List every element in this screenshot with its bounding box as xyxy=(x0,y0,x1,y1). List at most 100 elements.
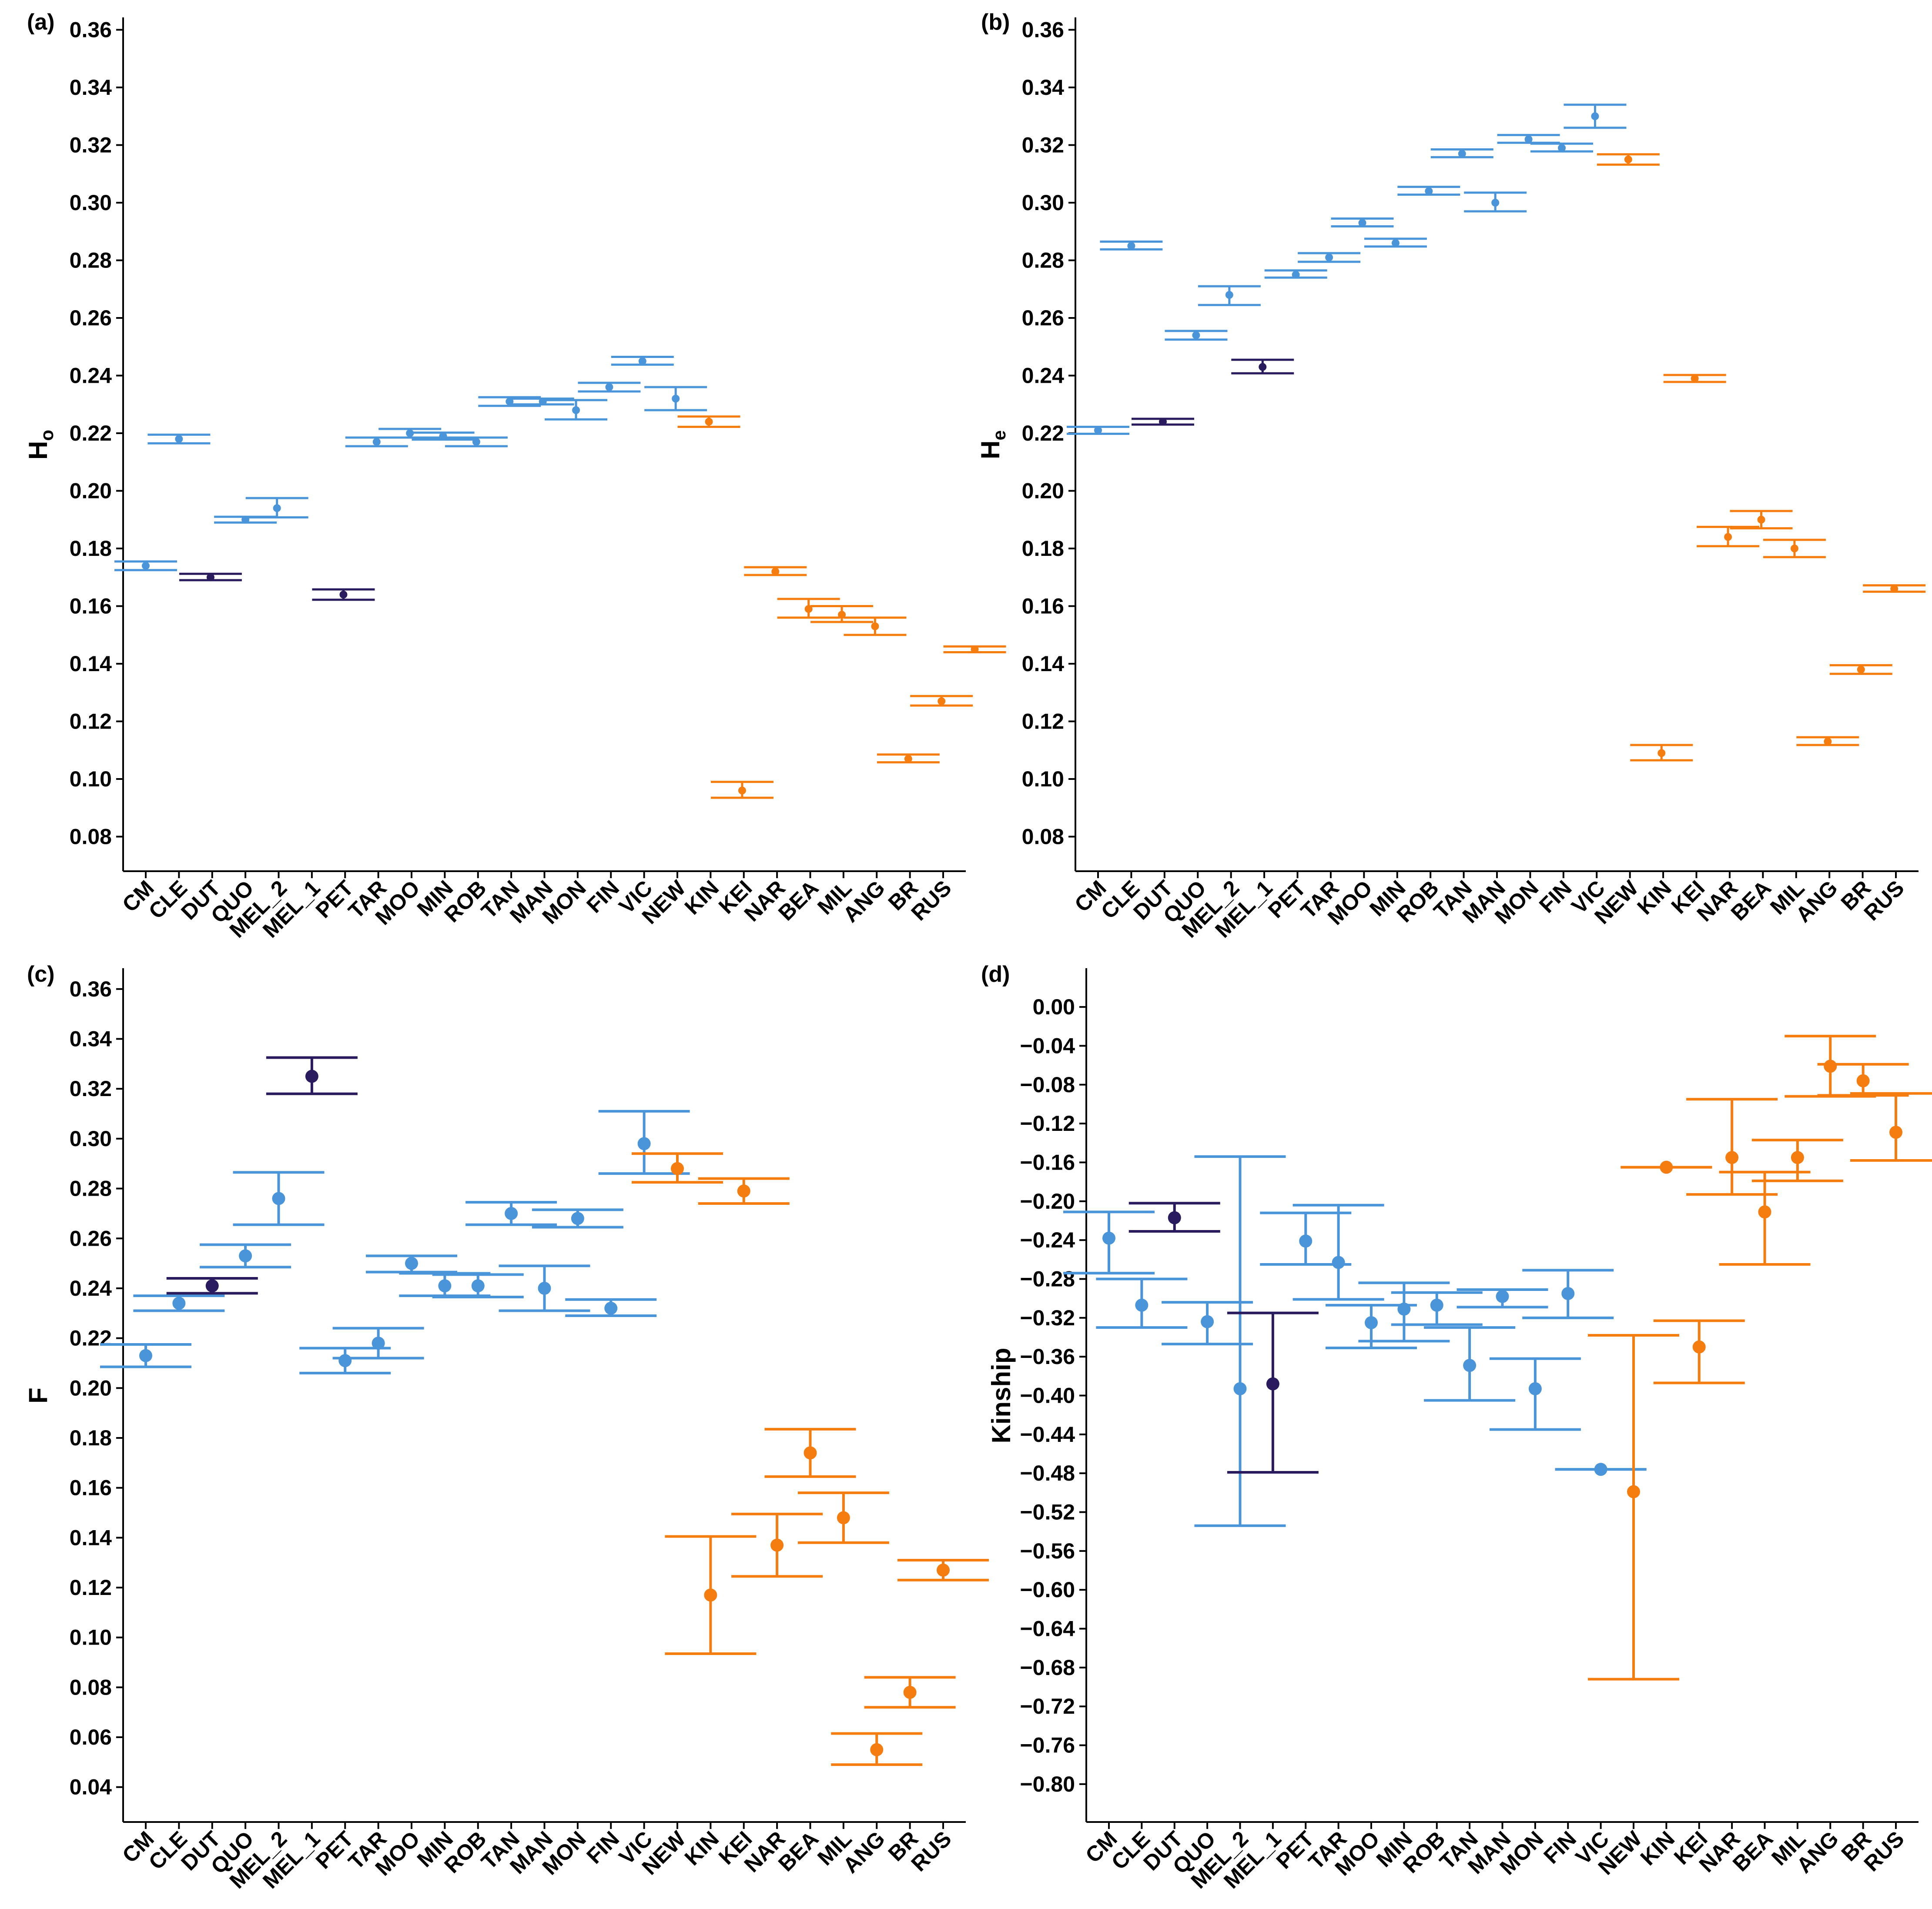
point-marker xyxy=(904,755,912,763)
x-tick-label: FIN xyxy=(1534,876,1577,918)
point-marker xyxy=(1496,1290,1509,1303)
data-point-MEL_1 xyxy=(1227,1311,1319,1474)
point-marker xyxy=(472,438,480,446)
x-tick-label: KIN xyxy=(680,1826,723,1870)
y-tick-label: −0.28 xyxy=(1020,1267,1075,1291)
data-point-PET xyxy=(345,436,408,448)
y-tick-label: −0.04 xyxy=(1020,1033,1075,1058)
y-tick-label: 0.18 xyxy=(70,536,112,561)
data-point-ROB xyxy=(1397,186,1460,196)
y-tick-label: 0.12 xyxy=(70,1575,112,1600)
y-tick-label: −0.56 xyxy=(1020,1539,1075,1563)
point-marker xyxy=(1159,418,1167,426)
y-tick-label: 0.30 xyxy=(70,1127,112,1151)
data-point-CM xyxy=(100,1343,191,1368)
data-point-MEL_2 xyxy=(1194,1155,1286,1527)
point-marker xyxy=(738,786,746,795)
data-point-VIC xyxy=(644,386,707,411)
data-point-MEL_2 xyxy=(245,497,308,518)
y-tick-label: 0.24 xyxy=(70,1276,112,1301)
y-tick-label: −0.12 xyxy=(1020,1111,1075,1136)
data-point-NAR xyxy=(1686,1098,1778,1196)
data-point-KIN xyxy=(710,781,773,799)
y-tick-label: 0.14 xyxy=(70,652,112,676)
point-marker xyxy=(837,1511,850,1525)
data-point-VIC xyxy=(1564,104,1627,129)
data-point-DUT xyxy=(1132,418,1195,426)
y-tick-label: 0.08 xyxy=(1022,825,1064,849)
y-tick-label: 0.20 xyxy=(70,1376,112,1400)
data-point-MEL_1 xyxy=(312,588,375,601)
point-marker xyxy=(1094,426,1102,435)
y-tick-label: 0.24 xyxy=(70,364,112,388)
point-marker xyxy=(272,1192,285,1205)
point-marker xyxy=(637,1137,651,1150)
point-marker xyxy=(870,1743,884,1756)
point-marker xyxy=(1135,1298,1148,1312)
data-point-CM xyxy=(1067,425,1129,435)
point-marker xyxy=(1325,253,1333,261)
data-point-DUT xyxy=(179,572,242,582)
point-marker xyxy=(1292,271,1300,279)
point-marker xyxy=(1824,737,1832,746)
y-tick-label: 0.26 xyxy=(1022,306,1064,330)
point-marker xyxy=(1358,219,1366,227)
data-point-CM xyxy=(1063,1210,1155,1275)
point-marker xyxy=(938,697,946,705)
y-tick-label: 0.18 xyxy=(1022,536,1064,561)
point-marker xyxy=(1660,1160,1673,1174)
y-axis-title: Ho xyxy=(23,430,57,460)
point-marker xyxy=(1397,1302,1411,1316)
data-point-BR xyxy=(910,695,973,707)
panel-a: (a) 0.08 0.10 0.12 0.14 0.16 0.18 0.20 0.22 0.24 0… xyxy=(23,10,1006,943)
point-marker xyxy=(239,1249,252,1263)
y-tick-label: 0.12 xyxy=(1022,709,1064,734)
point-marker xyxy=(406,429,414,437)
y-tick-label: 0.14 xyxy=(1022,652,1065,676)
y-tick-label: −0.48 xyxy=(1020,1461,1075,1485)
data-point-NEW xyxy=(1597,153,1660,166)
data-point-TAN xyxy=(1430,148,1493,158)
data-point-RUS xyxy=(1863,584,1926,593)
point-marker xyxy=(1201,1315,1214,1328)
data-point-FIN xyxy=(611,355,674,366)
data-point-NAR xyxy=(1697,525,1760,548)
point-marker xyxy=(1102,1231,1115,1245)
point-marker xyxy=(538,1281,551,1295)
panel-c: (c) 0.04 0.06 0.08 0.10 0.12 0.14 0.16 0.18 0.20 0… xyxy=(23,962,989,1893)
panel-label: (d) xyxy=(981,962,1010,987)
data-point-MAN xyxy=(1464,191,1527,213)
point-marker xyxy=(142,562,150,570)
y-axis-title-subscript: e xyxy=(989,430,1009,440)
data-point-MEL_2 xyxy=(1198,285,1261,306)
data-point-DUT xyxy=(1128,1202,1220,1233)
point-marker xyxy=(1724,533,1732,541)
data-point-MIL xyxy=(1751,1139,1843,1182)
y-tick-label: 0.12 xyxy=(70,709,112,734)
point-marker xyxy=(175,435,183,443)
data-point-ANG xyxy=(877,753,940,764)
point-marker xyxy=(971,645,979,653)
data-point-NEW xyxy=(677,415,740,428)
data-point-CLE xyxy=(133,1294,225,1312)
data-point-MEL_2 xyxy=(233,1171,325,1226)
data-point-CLE xyxy=(1100,240,1163,251)
data-point-MON xyxy=(532,1208,623,1229)
y-tick-label: 0.10 xyxy=(1022,767,1064,791)
point-marker xyxy=(1791,1151,1804,1164)
y-tick-label: 0.22 xyxy=(70,1326,112,1351)
data-point-MIL xyxy=(844,616,907,636)
y-tick-label: −0.36 xyxy=(1020,1344,1075,1369)
point-marker xyxy=(172,1297,186,1310)
point-marker xyxy=(771,568,780,575)
point-marker xyxy=(1365,1316,1378,1329)
data-point-NAR xyxy=(731,1512,823,1578)
data-point-CLE xyxy=(147,433,211,445)
point-marker xyxy=(372,438,381,446)
data-point-NAR xyxy=(777,598,840,619)
data-point-RUS xyxy=(1850,1092,1932,1162)
point-marker xyxy=(1524,135,1533,144)
data-point-CM xyxy=(114,560,177,572)
y-tick-label: 0.28 xyxy=(70,248,112,273)
point-marker xyxy=(638,357,646,365)
